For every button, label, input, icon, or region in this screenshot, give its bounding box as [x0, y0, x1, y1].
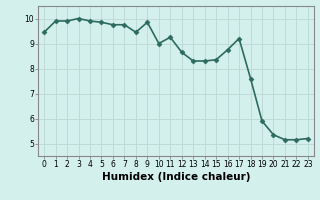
- X-axis label: Humidex (Indice chaleur): Humidex (Indice chaleur): [102, 172, 250, 182]
